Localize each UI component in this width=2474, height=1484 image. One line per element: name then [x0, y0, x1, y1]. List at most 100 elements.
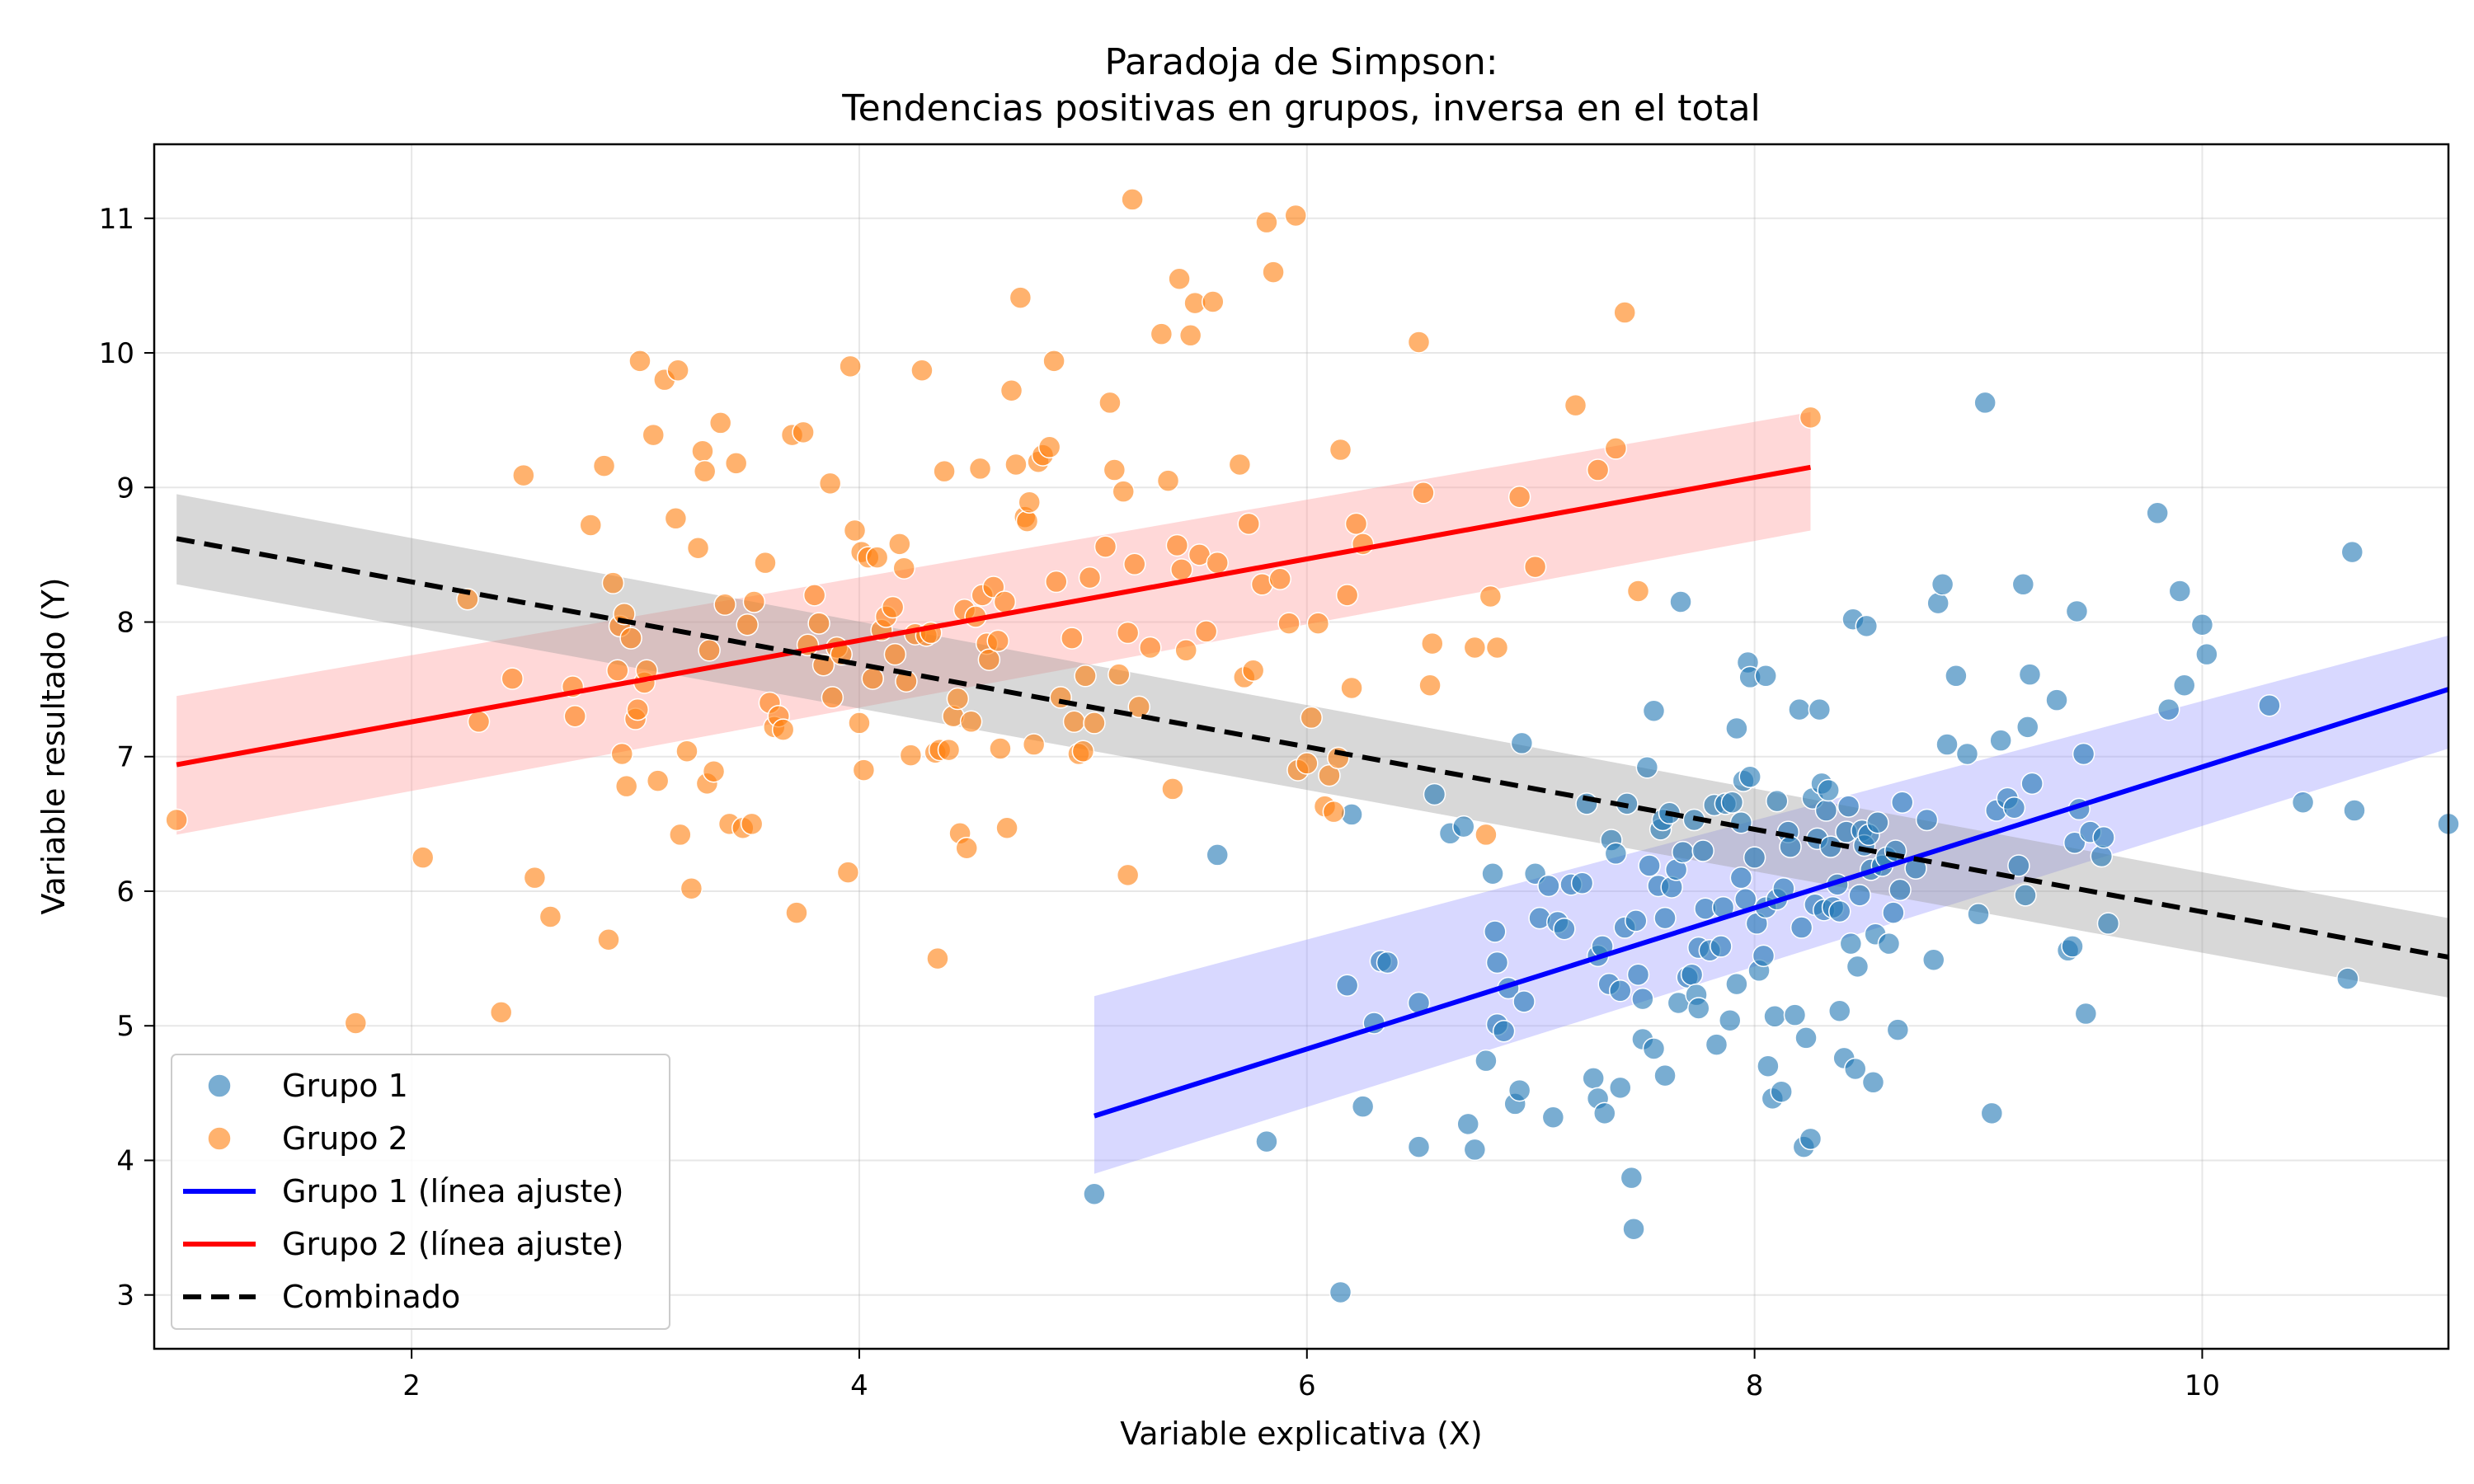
scatter-point [1108, 663, 1131, 686]
scatter-point [1329, 1280, 1352, 1304]
scatter-point [1165, 533, 1189, 557]
scatter-point [2092, 825, 2115, 849]
scatter-point [1915, 808, 1939, 832]
scatter-point [1725, 716, 1748, 740]
scatter-point [2340, 540, 2364, 564]
scatter-point [579, 514, 603, 537]
scatter-point [1672, 840, 1695, 864]
chart-title: Paradoja de Simpson: [1104, 41, 1498, 83]
y-tick-label: 9 [116, 472, 134, 505]
scatter-point [2072, 742, 2095, 766]
scatter-point [1766, 789, 1789, 813]
scatter-point [1866, 810, 1889, 834]
scatter-point [1638, 854, 1661, 877]
scatter-point [968, 457, 992, 481]
legend-label: Grupo 2 [282, 1120, 408, 1157]
scatter-point [802, 584, 826, 607]
scatter-point [792, 420, 815, 444]
scatter-point [628, 350, 651, 373]
scatter-point [1754, 665, 1777, 688]
scatter-point [1955, 742, 1979, 766]
scatter-point [1268, 567, 1291, 591]
scatter-point [2336, 967, 2359, 990]
scatter-point [742, 590, 766, 613]
scatter-point [1123, 552, 1146, 576]
scatter-point [664, 507, 688, 530]
scatter-point [1037, 435, 1061, 459]
scatter-point [1018, 491, 1041, 514]
scatter-point [1178, 324, 1202, 347]
scatter-point [2062, 831, 2086, 854]
scatter-point [1206, 843, 1229, 866]
scatter-point [2146, 501, 2169, 525]
legend-marker [207, 1126, 232, 1151]
scatter-point [785, 901, 808, 924]
scatter-point [1848, 884, 1871, 907]
scatter-point [1103, 458, 1126, 481]
scatter-point [1127, 695, 1150, 719]
scatter-point [1421, 632, 1444, 655]
scatter-point [1083, 1182, 1106, 1206]
scatter-point [1009, 286, 1032, 309]
legend-label: Grupo 2 (línea ajuste) [282, 1226, 623, 1262]
scatter-point [523, 866, 547, 890]
scatter-point [713, 593, 736, 617]
scatter-point [2014, 884, 2037, 907]
scatter-point [2172, 674, 2196, 697]
scatter-point [724, 452, 748, 475]
scatter-point [1112, 480, 1135, 503]
scatter-point [1945, 665, 1968, 688]
scatter-point [698, 639, 721, 662]
scatter-point [1653, 906, 1677, 930]
scatter-point [1418, 674, 1442, 697]
legend-label: Grupo 1 [282, 1068, 408, 1104]
scatter-point [1967, 902, 1990, 926]
scatter-point [999, 378, 1023, 402]
scatter-point [881, 595, 905, 619]
scatter-point [955, 836, 978, 860]
scatter-point [1888, 878, 1912, 902]
scatter-point [1635, 756, 1659, 779]
scatter-point [614, 774, 638, 798]
scatter-point [1322, 800, 1346, 824]
scatter-point [1710, 935, 1733, 958]
scatter-point [1631, 987, 1654, 1011]
scatter-point [2045, 688, 2068, 711]
legend-label: Grupo 1 (línea ajuste) [282, 1173, 623, 1209]
scatter-point [910, 359, 934, 382]
scatter-point [1973, 391, 1997, 415]
scatter-point [1609, 979, 1632, 1003]
scatter-point [1492, 1020, 1516, 1043]
scatter-point [1691, 839, 1714, 862]
scatter-point [1846, 955, 1870, 979]
scatter-point [933, 459, 956, 483]
scatter-point [1351, 1095, 1375, 1118]
y-tick-label: 8 [116, 607, 134, 640]
scatter-point [2015, 716, 2039, 739]
scatter-point [821, 686, 844, 709]
scatter-point [1194, 620, 1218, 643]
scatter-point [771, 718, 795, 741]
scatter-point [606, 659, 629, 683]
scatter-point [1475, 1049, 1498, 1073]
scatter-point [411, 846, 435, 869]
scatter-point [597, 928, 620, 951]
scatter-point [1463, 1138, 1487, 1162]
legend-label: Combinado [282, 1279, 460, 1315]
y-tick-label: 3 [116, 1280, 134, 1313]
scatter-point [1161, 777, 1184, 801]
scatter-point [811, 653, 835, 677]
y-tick-label: 5 [116, 1010, 134, 1043]
scatter-point [1622, 1217, 1645, 1241]
scatter-point [2291, 791, 2315, 814]
scatter-point [1814, 799, 1838, 822]
scatter-point [989, 737, 1012, 760]
scatter-point [1335, 974, 1359, 998]
scatter-point [1045, 570, 1068, 594]
scatter-point [1743, 846, 1766, 869]
scatter-point [1921, 948, 1945, 971]
scatter-point [1586, 458, 1610, 481]
scatter-point [642, 423, 666, 447]
scatter-point [1719, 1008, 1742, 1032]
scatter-point [1725, 972, 1748, 996]
